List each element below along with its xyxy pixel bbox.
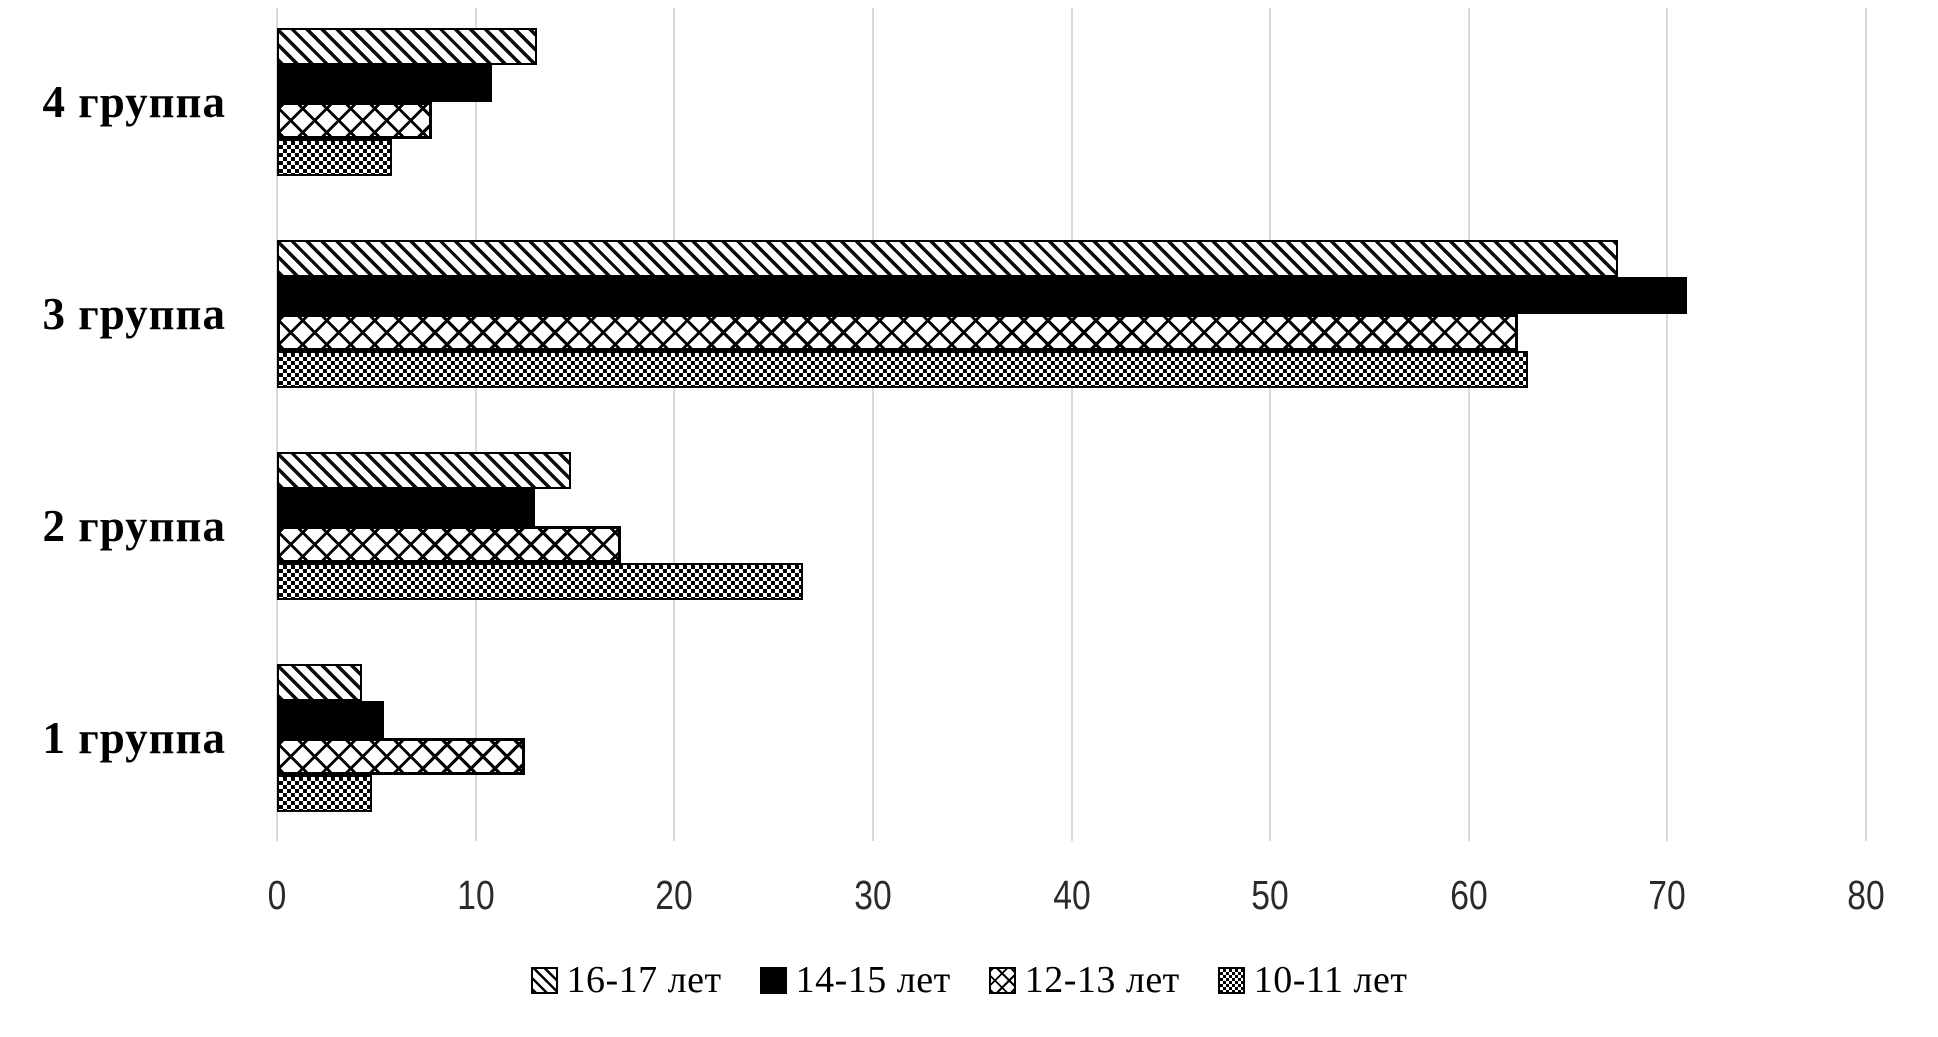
legend-swatch-cross-hatch-icon (988, 966, 1016, 994)
legend-label: 10-11 лет (1253, 959, 1408, 1001)
gridline-70 (1666, 8, 1669, 841)
bar (277, 775, 372, 812)
bar (277, 314, 1518, 351)
bar (277, 738, 525, 775)
x-tick-label: 40 (1052, 872, 1091, 918)
legend-swatch-solid-black-icon (759, 966, 787, 994)
x-tick-label: 30 (854, 872, 892, 918)
gridline-50 (1269, 8, 1272, 841)
gridline-60 (1467, 8, 1470, 841)
x-tick-label: 10 (456, 872, 495, 918)
bar (277, 139, 392, 176)
bar (277, 277, 1687, 314)
bar (277, 65, 492, 102)
bar (277, 701, 384, 738)
gridline-20 (673, 8, 676, 841)
gridline-0 (276, 8, 278, 841)
gridline-10 (474, 8, 477, 841)
category-label: 3 группа (42, 289, 226, 339)
gridline-40 (1070, 8, 1073, 841)
gridline-80 (1865, 8, 1867, 841)
bar (277, 28, 537, 65)
bar (277, 240, 1618, 277)
legend-label: 12-13 лет (1024, 959, 1180, 1001)
gridline-30 (871, 8, 874, 841)
legend-item: 16-17 лет (530, 958, 722, 1002)
x-tick-label: 80 (1847, 872, 1885, 918)
legend-swatch-fine-checker-icon (1217, 966, 1245, 994)
x-tick-label: 60 (1450, 872, 1488, 918)
x-tick-label: 70 (1648, 872, 1687, 918)
category-label: 1 группа (42, 713, 226, 763)
category-label: 4 группа (42, 77, 226, 127)
legend-item: 14-15 лет (759, 958, 951, 1002)
legend-label: 14-15 лет (795, 959, 951, 1001)
legend-item: 12-13 лет (988, 958, 1180, 1002)
bar (277, 452, 571, 489)
legend-item: 10-11 лет (1217, 958, 1408, 1002)
bar (277, 526, 621, 563)
bar (277, 563, 803, 600)
x-tick-label: 20 (655, 872, 693, 918)
bar (277, 102, 432, 139)
plot-area (276, 8, 1867, 841)
legend: 16-17 лет 14-15 лет 12-13 лет 10-11 лет (0, 958, 1938, 1002)
category-label: 2 группа (42, 501, 226, 551)
x-tick-label: 50 (1251, 872, 1289, 918)
legend-label: 16-17 лет (566, 959, 722, 1001)
bar (277, 351, 1528, 388)
x-tick-label: 0 (267, 872, 287, 918)
legend-swatch-diagonal-hatch-icon (530, 966, 558, 994)
bar (277, 489, 535, 526)
bar (277, 664, 362, 701)
